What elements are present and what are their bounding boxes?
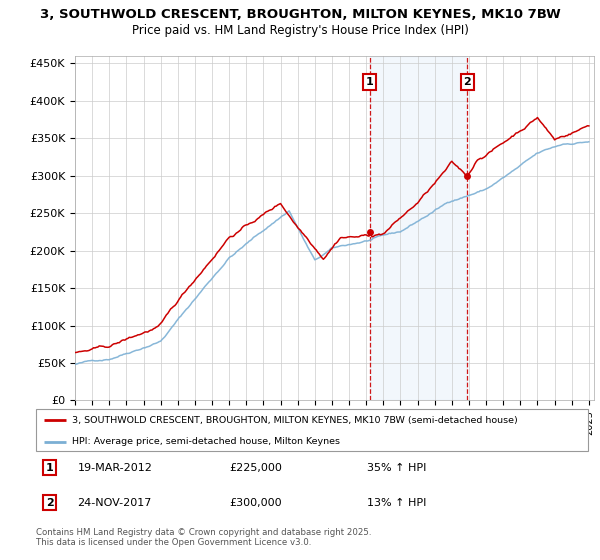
Text: 1: 1 [46,463,53,473]
Bar [370,56,467,400]
Text: 35% ↑ HPI: 35% ↑ HPI [367,463,427,473]
Text: 3, SOUTHWOLD CRESCENT, BROUGHTON, MILTON KEYNES, MK10 7BW: 3, SOUTHWOLD CRESCENT, BROUGHTON, MILTON… [40,8,560,21]
Text: £300,000: £300,000 [229,498,282,507]
Text: Contains HM Land Registry data © Crown copyright and database right 2025.
This d: Contains HM Land Registry data © Crown c… [36,528,371,547]
Text: 2: 2 [463,77,471,87]
Text: 19-MAR-2012: 19-MAR-2012 [77,463,152,473]
Text: 24-NOV-2017: 24-NOV-2017 [77,498,152,507]
Text: Price paid vs. HM Land Registry's House Price Index (HPI): Price paid vs. HM Land Registry's House … [131,24,469,37]
Text: HPI: Average price, semi-detached house, Milton Keynes: HPI: Average price, semi-detached house,… [72,437,340,446]
Text: 2: 2 [46,498,53,507]
Text: 1: 1 [366,77,374,87]
Text: 13% ↑ HPI: 13% ↑ HPI [367,498,427,507]
Text: £225,000: £225,000 [229,463,282,473]
Text: 3, SOUTHWOLD CRESCENT, BROUGHTON, MILTON KEYNES, MK10 7BW (semi-detached house): 3, SOUTHWOLD CRESCENT, BROUGHTON, MILTON… [72,416,518,424]
